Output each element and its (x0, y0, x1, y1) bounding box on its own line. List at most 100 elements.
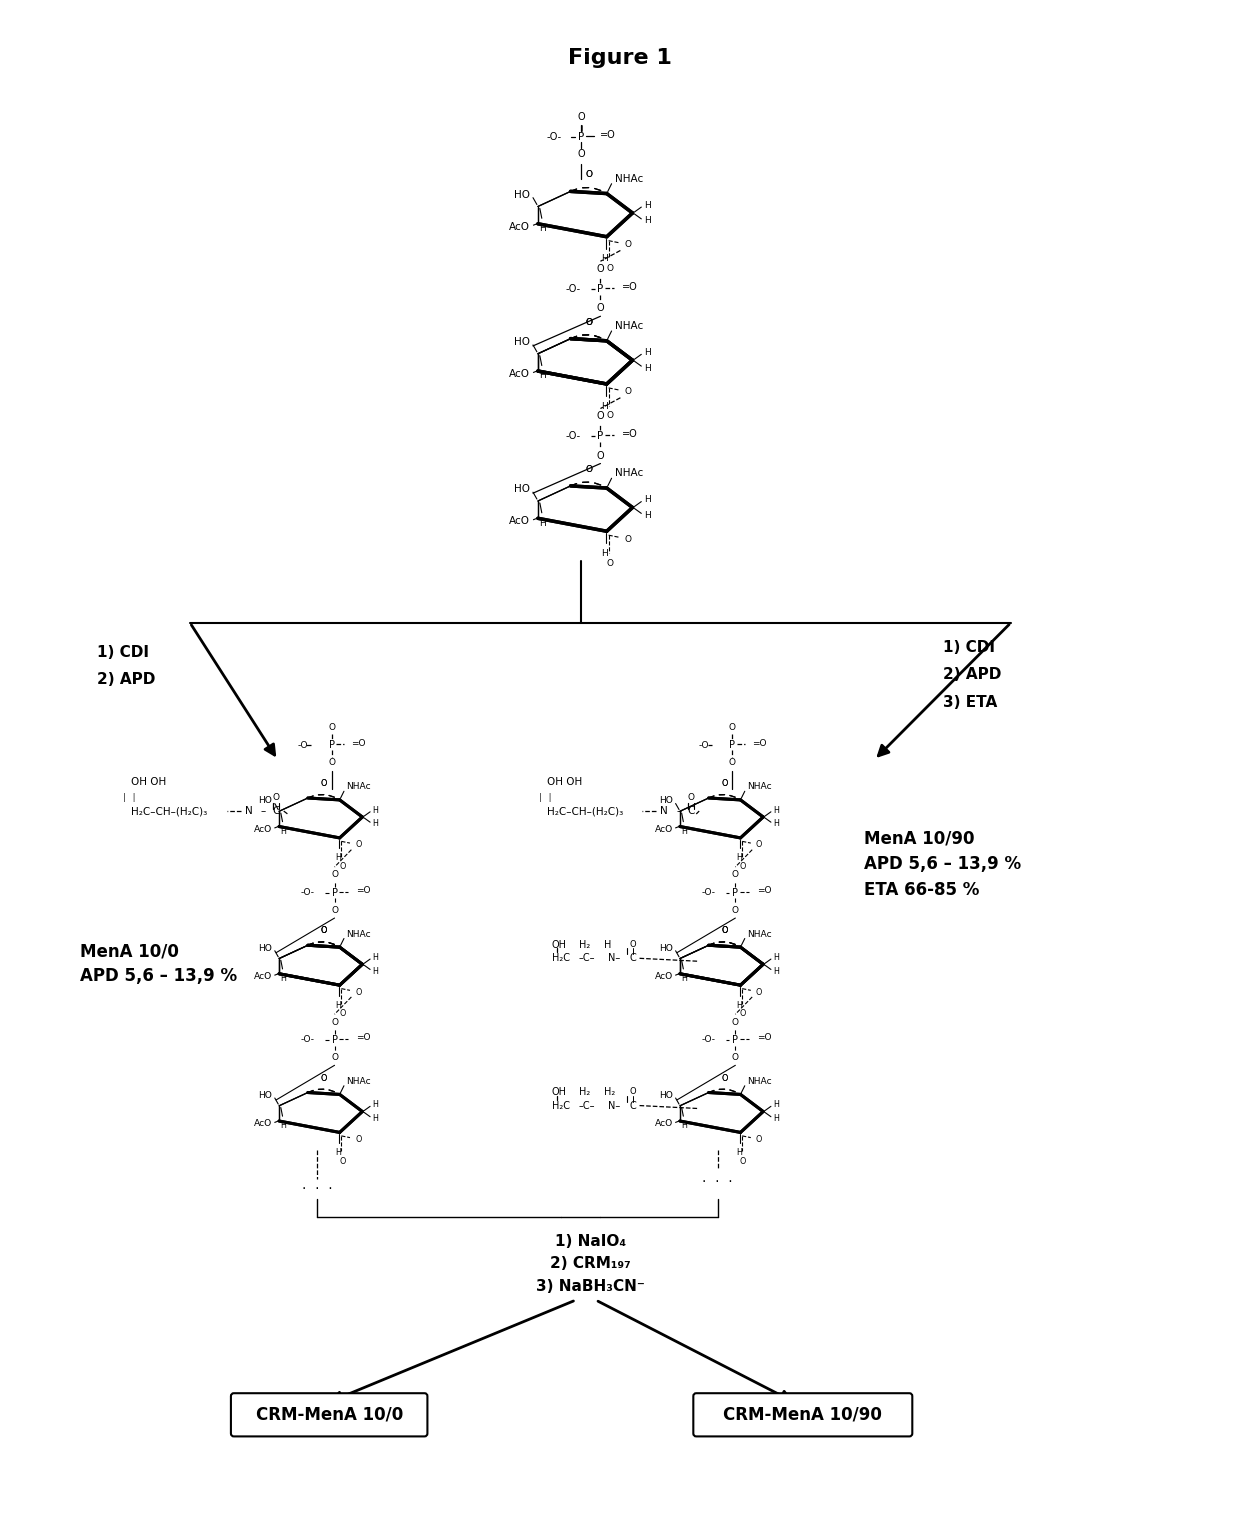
Text: P: P (733, 1035, 738, 1044)
Text: NHAc: NHAc (615, 173, 642, 184)
Text: H: H (735, 853, 742, 862)
Text: OH OH: OH OH (547, 777, 582, 786)
Text: AcO: AcO (510, 517, 529, 526)
Text: AcO: AcO (510, 222, 529, 231)
FancyBboxPatch shape (231, 1394, 428, 1436)
Text: OH: OH (552, 1087, 567, 1097)
Text: O: O (321, 926, 327, 935)
Text: H₂C–CH–(H₂C)₃: H₂C–CH–(H₂C)₃ (547, 806, 622, 816)
Text: O: O (355, 1135, 362, 1145)
Text: APD 5,6 – 13,9 %: APD 5,6 – 13,9 % (864, 856, 1022, 872)
Text: -O-: -O- (298, 740, 312, 749)
Text: O: O (355, 841, 362, 850)
Text: O: O (321, 926, 327, 935)
Text: H: H (539, 371, 546, 380)
Text: H: H (604, 939, 611, 950)
Text: H: H (774, 806, 780, 815)
Text: C: C (688, 806, 696, 816)
Text: O: O (321, 1073, 327, 1082)
Text: O: O (596, 304, 604, 313)
Text: H: H (373, 806, 378, 815)
Text: –: – (260, 806, 265, 816)
Text: O: O (732, 1053, 739, 1062)
Text: O: O (321, 926, 327, 935)
Text: O: O (722, 1073, 728, 1082)
Text: P: P (733, 888, 738, 897)
Text: ETA 66-85 %: ETA 66-85 % (864, 880, 980, 898)
Text: NHAc: NHAc (748, 930, 773, 939)
Text: H₂: H₂ (604, 1087, 615, 1097)
Text: N: N (660, 806, 668, 816)
Text: HO: HO (258, 1091, 273, 1100)
Text: HO: HO (515, 485, 529, 494)
Text: C: C (273, 806, 279, 816)
Text: HO: HO (660, 1091, 673, 1100)
Text: O: O (624, 535, 631, 544)
Text: –C–: –C– (579, 1100, 595, 1111)
Text: O: O (321, 778, 327, 787)
Text: H: H (373, 819, 378, 828)
Text: -O-: -O- (301, 888, 315, 897)
Text: P: P (598, 284, 604, 293)
Text: NHAc: NHAc (748, 783, 773, 792)
Text: H: H (335, 1148, 341, 1157)
Text: H: H (681, 827, 687, 836)
Text: P: P (598, 432, 604, 441)
Text: O: O (585, 318, 593, 327)
Text: CRM-MenA 10/0: CRM-MenA 10/0 (255, 1406, 403, 1424)
Text: O: O (740, 862, 746, 871)
Text: P: P (331, 1035, 337, 1044)
Text: O: O (688, 793, 694, 803)
Text: 2) APD: 2) APD (942, 667, 1001, 682)
Text: P: P (331, 888, 337, 897)
Text: =O: =O (351, 739, 366, 748)
Text: H: H (645, 363, 651, 372)
Text: H₂: H₂ (579, 939, 590, 950)
Text: –C–: –C– (579, 953, 595, 964)
Text: O: O (630, 1087, 636, 1096)
Text: H: H (735, 1000, 742, 1009)
Text: OH OH: OH OH (131, 777, 166, 786)
Text: O: O (740, 1009, 746, 1018)
Text: AcO: AcO (655, 824, 673, 833)
Text: HO: HO (660, 796, 673, 806)
Text: N–: N– (609, 953, 620, 964)
Text: O: O (624, 388, 631, 397)
Text: O: O (273, 793, 279, 803)
Text: ·  ·  ·: · · · (301, 1183, 332, 1196)
Text: H: H (280, 1122, 286, 1131)
Text: O: O (339, 1157, 346, 1166)
Text: O: O (630, 939, 636, 948)
Text: P: P (578, 132, 584, 141)
FancyBboxPatch shape (693, 1394, 913, 1436)
Text: P: P (729, 740, 735, 751)
Text: HO: HO (258, 796, 273, 806)
Text: 1) CDI: 1) CDI (942, 640, 994, 655)
Text: HO: HO (660, 944, 673, 953)
Text: –: – (676, 806, 681, 816)
Text: NHAc: NHAc (615, 321, 642, 331)
Text: H: H (601, 254, 608, 263)
Text: O: O (596, 450, 604, 461)
Text: O: O (756, 841, 763, 850)
Text: -O-: -O- (565, 284, 580, 293)
Text: O: O (756, 1135, 763, 1145)
Text: NHAc: NHAc (748, 1078, 773, 1085)
Text: OH: OH (552, 939, 567, 950)
Text: H: H (335, 853, 341, 862)
Text: H₂: H₂ (579, 1087, 590, 1097)
Text: |   |: | | (539, 793, 552, 803)
Text: AcO: AcO (655, 1119, 673, 1128)
Text: O: O (331, 1053, 339, 1062)
Text: H₂C: H₂C (552, 953, 569, 964)
Text: N: N (244, 806, 253, 816)
Text: 3) ETA: 3) ETA (942, 695, 997, 710)
Text: NHAc: NHAc (346, 930, 371, 939)
Text: H₂C: H₂C (552, 1100, 569, 1111)
Text: O: O (577, 112, 585, 122)
Text: =O: =O (756, 886, 771, 895)
Text: O: O (321, 778, 327, 787)
Text: H: H (774, 1114, 780, 1123)
Text: -O-: -O- (702, 1035, 715, 1044)
Text: H: H (280, 974, 286, 983)
